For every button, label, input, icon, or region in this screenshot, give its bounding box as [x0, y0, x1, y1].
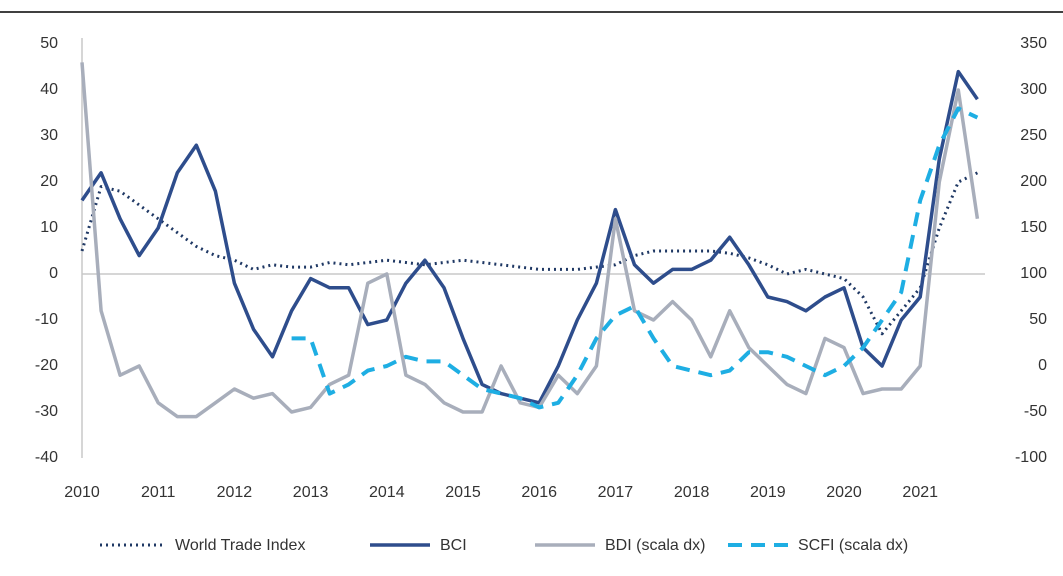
x-tick-label: 2017: [598, 484, 634, 501]
x-tick-label: 2019: [750, 484, 786, 501]
y2-tick-label: 300: [1020, 81, 1047, 98]
y-tick-label: -30: [35, 403, 58, 420]
y-tick-label: -40: [35, 449, 58, 466]
y-tick-label: 40: [40, 81, 58, 98]
legend-label: SCFI (scala dx): [798, 537, 908, 554]
y2-tick-label: -50: [1024, 403, 1047, 420]
x-tick-label: 2016: [521, 484, 557, 501]
y-tick-label: 20: [40, 173, 58, 190]
legend-label: BDI (scala dx): [605, 537, 705, 554]
x-tick-label: 2010: [64, 484, 100, 501]
y2-tick-label: 150: [1020, 219, 1047, 236]
y2-tick-label: 0: [1038, 357, 1047, 374]
y-tick-label: 50: [40, 35, 58, 52]
x-tick-label: 2020: [826, 484, 862, 501]
x-tick-label: 2015: [445, 484, 481, 501]
x-tick-label: 2014: [369, 484, 405, 501]
y-tick-label: 0: [49, 265, 58, 282]
legend-label: BCI: [440, 537, 467, 554]
y2-tick-label: 50: [1029, 311, 1047, 328]
y-tick-label: 30: [40, 127, 58, 144]
y2-tick-label: 250: [1020, 127, 1047, 144]
y2-tick-label: -100: [1015, 449, 1047, 466]
x-tick-label: 2012: [217, 484, 253, 501]
series-line: [80, 62, 980, 419]
y2-tick-label: 100: [1020, 265, 1047, 282]
y2-tick-label: 200: [1020, 173, 1047, 190]
series-line: [291, 106, 979, 410]
series-line: [80, 69, 979, 405]
x-tick-label: 2013: [293, 484, 329, 501]
x-tick-label: 2018: [674, 484, 710, 501]
x-tick-label: 2011: [141, 484, 176, 501]
y-tick-label: 10: [40, 219, 58, 236]
y-tick-label: -20: [35, 357, 58, 374]
y2-tick-label: 350: [1020, 35, 1047, 52]
x-tick-label: 2021: [902, 484, 938, 501]
y-tick-label: -10: [35, 311, 58, 328]
legend-label: World Trade Index: [175, 537, 305, 554]
series-line: [80, 171, 979, 336]
